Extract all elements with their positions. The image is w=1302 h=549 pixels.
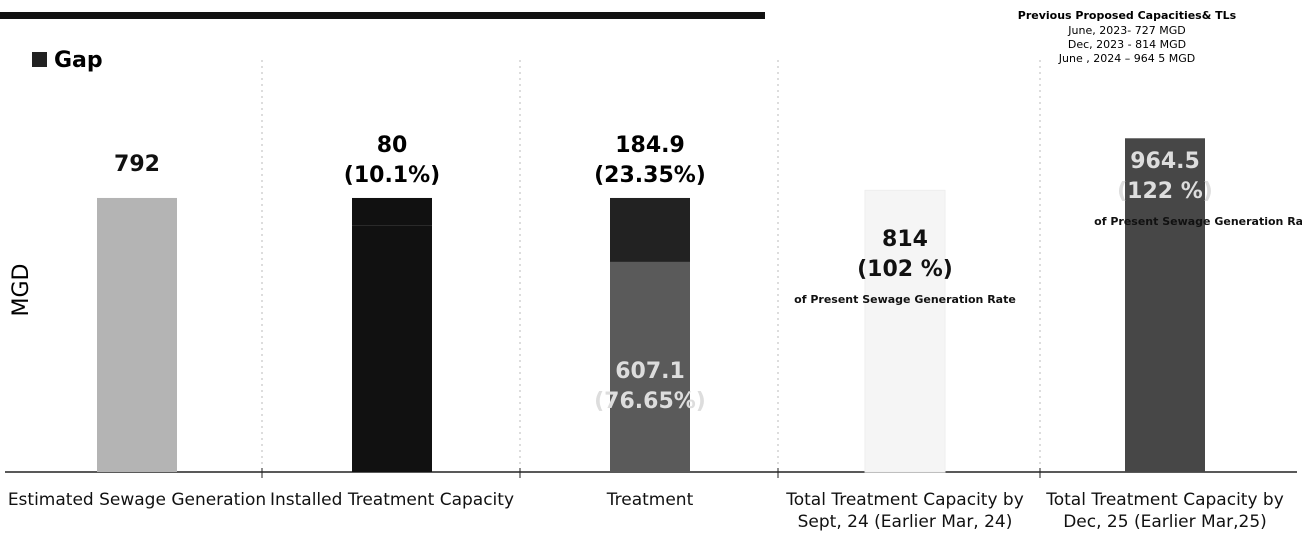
x-tick-label: Installed Treatment Capacity xyxy=(269,490,515,510)
annotation-line: June, 2023- 727 MGD xyxy=(1067,24,1185,37)
note-label: of Present Sewage Generation Rate xyxy=(794,293,1016,306)
annotation-title: Previous Proposed Capacities& TLs xyxy=(1018,9,1237,22)
gap-share-label: (10.1%) xyxy=(344,163,440,188)
gap-segment xyxy=(610,197,690,262)
gap-value-label: 80 xyxy=(377,133,408,158)
value-label: 792 xyxy=(114,152,160,177)
legend-label: Gap xyxy=(54,48,103,73)
bar-segment xyxy=(352,225,432,472)
value-label: 607.1 xyxy=(615,359,685,384)
share-label: (102 %) xyxy=(857,257,953,282)
share-label: (76.65%) xyxy=(594,389,706,414)
x-tick-label: Treatment xyxy=(606,490,694,510)
gap-share-label: (23.35%) xyxy=(594,163,706,188)
value-label: 964.5 xyxy=(1130,149,1200,174)
bar-segment xyxy=(1125,138,1205,472)
bar-segment xyxy=(97,197,177,472)
x-tick-label: Total Treatment Capacity by Dec, 25 (Ear… xyxy=(1046,490,1284,532)
x-tick-label: Total Treatment Capacity by Sept, 24 (Ea… xyxy=(786,490,1024,532)
x-tick-label: Estimated Sewage Generation xyxy=(7,490,267,510)
y-axis-label: MGD xyxy=(9,264,34,317)
note-label: of Present Sewage Generation Rate xyxy=(1094,215,1302,228)
value-label: 814 xyxy=(882,227,928,252)
gap-value-label: 184.9 xyxy=(615,133,685,158)
legend-swatch xyxy=(32,52,47,67)
annotation-line: Dec, 2023 - 814 MGD xyxy=(1068,38,1186,51)
annotation-line: June , 2024 – 964 5 MGD xyxy=(1058,52,1195,65)
bar-segment xyxy=(610,261,690,472)
share-label: (122 %) xyxy=(1117,179,1213,204)
gap-segment xyxy=(352,197,432,226)
header-rule xyxy=(0,12,765,19)
bar-segment xyxy=(864,189,946,473)
